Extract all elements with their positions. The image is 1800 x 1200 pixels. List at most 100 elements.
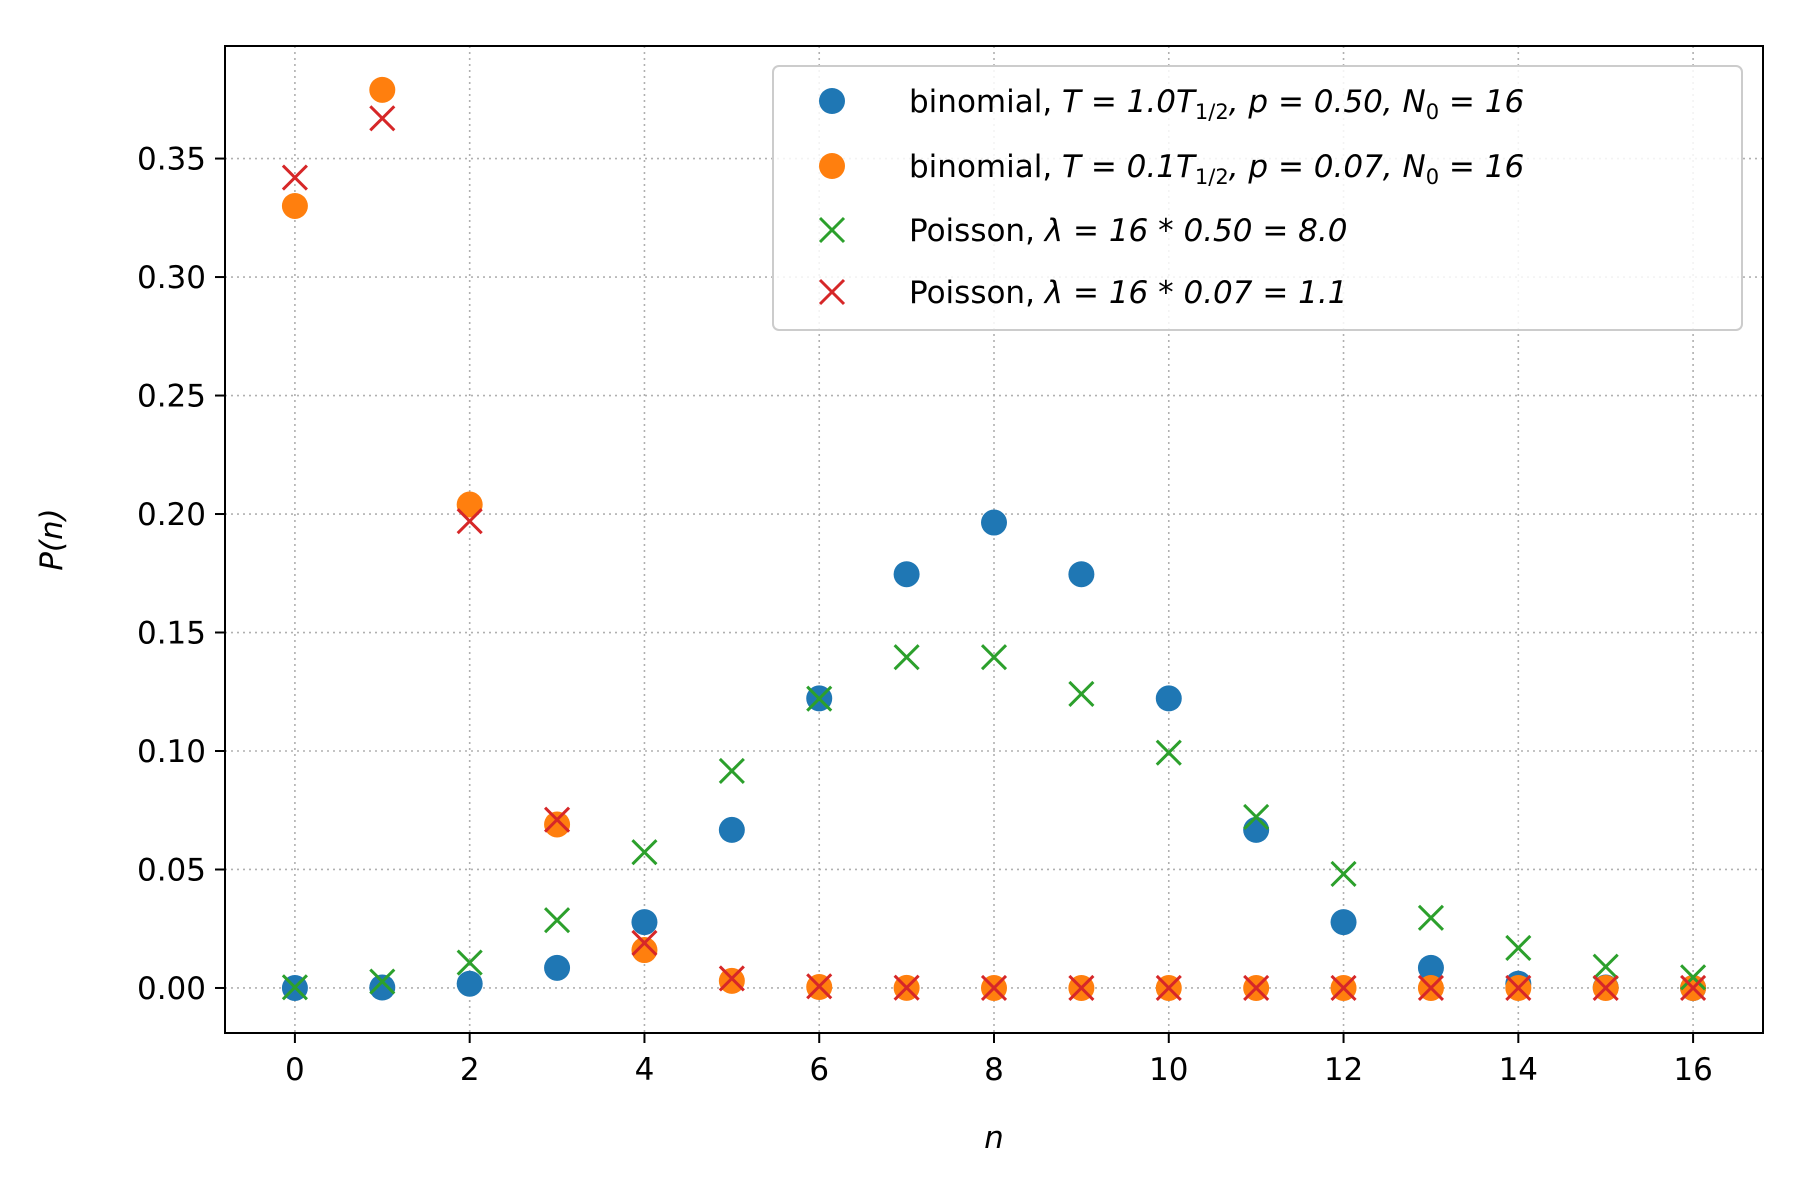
legend-label-part: Poisson, <box>909 275 1045 311</box>
data-point <box>369 974 396 1001</box>
x-marker-stroke <box>544 907 571 934</box>
data-point <box>1243 974 1270 1002</box>
legend-marker <box>818 216 846 244</box>
x-marker-stroke <box>1417 904 1444 931</box>
x-marker-stroke <box>281 974 308 1001</box>
data-point <box>1417 954 1444 981</box>
legend-label-part: binomial, <box>909 84 1062 120</box>
data-point <box>544 811 571 838</box>
data-point <box>456 508 483 535</box>
legend-marker <box>818 278 846 306</box>
legend-label-part: Poisson, <box>909 213 1045 249</box>
data-point <box>369 105 396 132</box>
y-tick-label: 0.05 <box>137 852 206 888</box>
data-point <box>1592 974 1619 1002</box>
data-point <box>1417 974 1444 1002</box>
data-point <box>1330 974 1357 1002</box>
x-marker-stroke <box>1330 860 1357 888</box>
x-marker-stroke <box>1155 739 1182 766</box>
x-marker-stroke <box>806 973 833 1000</box>
legend-label-part: T = 1.0T <box>1062 84 1197 120</box>
data-point <box>806 685 833 712</box>
legend-marker <box>819 153 845 179</box>
legend-label-part: λ = 16 * 0.07 = 1.1 <box>1043 275 1348 311</box>
data-point <box>718 967 745 994</box>
x-marker-stroke <box>818 216 846 244</box>
data-point <box>1680 974 1707 1002</box>
x-tick-label: 16 <box>1673 1052 1712 1088</box>
legend-entry: binomial, T = 1.0T1/2, p = 0.50, N0 = 16 <box>819 84 1524 124</box>
x-marker-stroke <box>1068 680 1095 707</box>
data-point <box>1680 964 1707 991</box>
x-marker-stroke <box>544 806 571 833</box>
y-tick-label: 0.30 <box>137 260 206 296</box>
data-point <box>1243 803 1270 830</box>
data-point <box>1068 680 1095 707</box>
data-point <box>456 491 483 518</box>
data-point <box>456 970 483 997</box>
legend-entry: Poisson, λ = 16 * 0.50 = 8.0 <box>818 213 1348 249</box>
legend-label-part: 0 <box>1426 165 1439 189</box>
legend: binomial, T = 1.0T1/2, p = 0.50, N0 = 16… <box>772 65 1743 331</box>
data-point <box>1592 953 1619 980</box>
data-point <box>544 954 571 981</box>
x-marker-stroke <box>818 278 846 306</box>
legend-label: binomial, T = 0.1T1/2, p = 0.07, N0 = 16 <box>909 149 1524 189</box>
legend-box <box>772 65 1743 331</box>
data-point <box>981 509 1007 536</box>
data-point <box>893 644 920 671</box>
legend-label-part: 1/2 <box>1195 165 1229 189</box>
data-point <box>281 974 308 1001</box>
x-marker-stroke <box>1680 974 1707 1002</box>
data-point <box>544 806 571 833</box>
legend-entry: binomial, T = 0.1T1/2, p = 0.07, N0 = 16 <box>819 149 1524 189</box>
data-point <box>1155 739 1182 766</box>
x-tick-label: 4 <box>635 1052 655 1088</box>
x-marker-stroke <box>980 974 1008 1002</box>
x-marker-stroke <box>806 685 833 712</box>
data-point <box>806 973 833 1000</box>
data-point <box>718 757 745 784</box>
legend-label-part: binomial, <box>909 149 1062 185</box>
data-point <box>631 839 658 866</box>
x-marker-stroke <box>456 508 483 535</box>
data-point <box>893 561 920 588</box>
x-tick-label: 2 <box>460 1052 480 1088</box>
x-tick-label: 0 <box>285 1052 305 1088</box>
data-point <box>544 907 571 934</box>
data-point <box>718 816 745 843</box>
legend-label: binomial, T = 1.0T1/2, p = 0.50, N0 = 16 <box>909 84 1524 124</box>
x-marker-stroke <box>631 839 658 866</box>
data-point <box>456 949 483 976</box>
y-axis-ticks: 0.00 0.05 0.10 0.15 0.20 0.25 0.30 0.35 <box>137 142 225 1007</box>
data-point <box>369 76 396 103</box>
data-point <box>1155 974 1182 1002</box>
data-point <box>980 644 1008 671</box>
y-tick-label: 0.10 <box>137 734 206 770</box>
data-point <box>1243 816 1270 843</box>
series-3 <box>281 644 1707 1001</box>
x-marker-stroke <box>1330 974 1357 1002</box>
x-marker-stroke <box>369 105 396 132</box>
data-marks <box>281 76 1707 1002</box>
data-point <box>1330 909 1357 936</box>
data-point <box>1068 974 1095 1002</box>
x-tick-label: 6 <box>809 1052 829 1088</box>
x-marker-stroke <box>893 644 920 671</box>
y-tick-label: 0.25 <box>137 379 206 415</box>
x-marker-stroke <box>1243 974 1270 1002</box>
x-marker-stroke <box>1068 974 1095 1002</box>
legend-label: Poisson, λ = 16 * 0.50 = 8.0 <box>909 213 1348 249</box>
data-point <box>281 164 308 191</box>
x-marker-stroke <box>1243 803 1270 830</box>
x-marker-stroke <box>980 644 1008 671</box>
legend-label: Poisson, λ = 16 * 0.07 = 1.1 <box>909 275 1348 311</box>
x-marker-stroke <box>1592 974 1619 1002</box>
data-point <box>1417 904 1444 931</box>
x-tick-label: 14 <box>1499 1052 1538 1088</box>
legend-entry: Poisson, λ = 16 * 0.07 = 1.1 <box>818 275 1348 311</box>
y-tick-label: 0.20 <box>137 497 206 533</box>
x-marker-stroke <box>1505 934 1532 961</box>
data-point <box>1155 685 1182 712</box>
